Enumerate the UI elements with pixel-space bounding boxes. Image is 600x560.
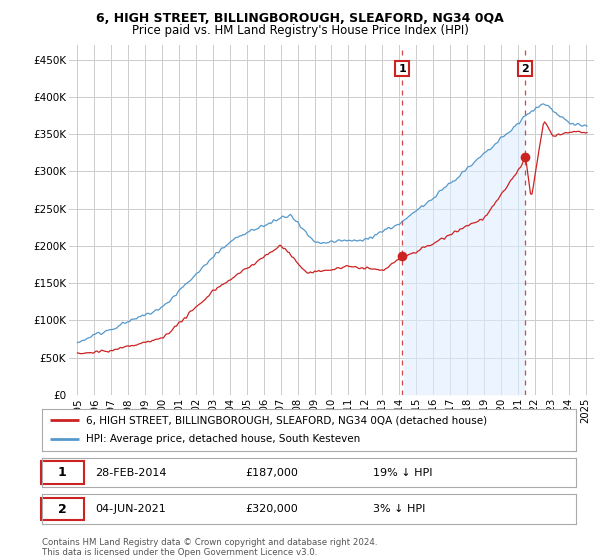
Text: 1: 1	[398, 64, 406, 73]
Text: 04-JUN-2021: 04-JUN-2021	[95, 504, 166, 514]
Text: 28-FEB-2014: 28-FEB-2014	[95, 468, 167, 478]
Text: 2: 2	[58, 502, 67, 516]
Text: HPI: Average price, detached house, South Kesteven: HPI: Average price, detached house, Sout…	[86, 435, 360, 445]
FancyBboxPatch shape	[41, 498, 83, 520]
Text: 2: 2	[521, 64, 529, 73]
Text: 19% ↓ HPI: 19% ↓ HPI	[373, 468, 433, 478]
Text: 3% ↓ HPI: 3% ↓ HPI	[373, 504, 425, 514]
Text: Price paid vs. HM Land Registry's House Price Index (HPI): Price paid vs. HM Land Registry's House …	[131, 24, 469, 36]
Text: 1: 1	[58, 466, 67, 479]
Text: £320,000: £320,000	[245, 504, 298, 514]
Text: 6, HIGH STREET, BILLINGBOROUGH, SLEAFORD, NG34 0QA: 6, HIGH STREET, BILLINGBOROUGH, SLEAFORD…	[96, 12, 504, 25]
Text: 6, HIGH STREET, BILLINGBOROUGH, SLEAFORD, NG34 0QA (detached house): 6, HIGH STREET, BILLINGBOROUGH, SLEAFORD…	[86, 415, 487, 425]
Text: Contains HM Land Registry data © Crown copyright and database right 2024.
This d: Contains HM Land Registry data © Crown c…	[42, 538, 377, 557]
FancyBboxPatch shape	[41, 461, 83, 484]
Text: £187,000: £187,000	[245, 468, 298, 478]
